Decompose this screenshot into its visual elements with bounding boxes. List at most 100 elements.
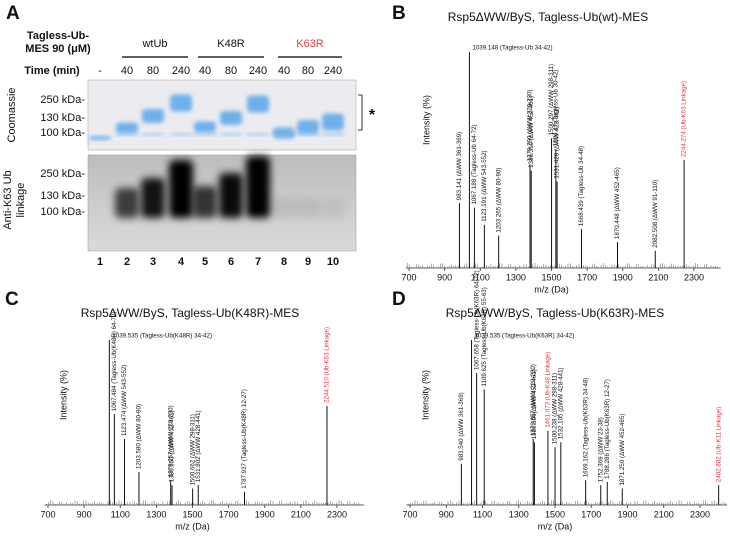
peak-label: 1532.105 (ΔWW 428-441) — [557, 367, 564, 439]
gel-band — [273, 133, 295, 136]
x-tick-label: 1500 — [182, 509, 202, 519]
group-label: K63R — [296, 38, 324, 50]
peak-label: 1109.625 (Tagless-Ub(K63R) 55-63) — [481, 287, 488, 386]
x-tick-label: 1700 — [577, 272, 597, 282]
gel-label: Coomassie — [6, 87, 18, 142]
x-tick-label: 1900 — [255, 509, 275, 519]
peak-label: 1461.073 (Ub-K48 Linkage) — [545, 352, 552, 428]
time-value: 80 — [147, 65, 159, 77]
peak-label: 1531.428 (ΔWW 428-441) — [554, 107, 561, 179]
gel-band — [116, 133, 138, 136]
x-tick-label: 2100 — [654, 509, 674, 519]
x-tick-label: 1900 — [613, 272, 633, 282]
panel-letter: B — [392, 3, 406, 24]
gel-band — [142, 133, 164, 136]
mw-marker: 250 kDa- — [40, 94, 85, 106]
x-tick-label: 700 — [402, 509, 417, 519]
peak-label: 1386.650 (ΔWW 452-461) — [169, 410, 176, 482]
x-tick-label: 2300 — [684, 272, 704, 282]
x-tick-label: 2100 — [291, 509, 311, 519]
x-tick-label: 2300 — [327, 509, 347, 519]
asterisk: * — [369, 107, 376, 124]
chart-title: Rsp5ΔWW/ByS, Tagless-Ub(K48R)-MES — [81, 306, 300, 320]
lane-number: 7 — [255, 256, 261, 268]
gel-band — [297, 133, 319, 136]
time-value: 40 — [278, 65, 290, 77]
mw-marker: 130 kDa- — [40, 190, 85, 202]
x-tick-label: 2100 — [648, 272, 668, 282]
x-tick-label: 900 — [439, 509, 454, 519]
lane-number: 10 — [327, 256, 339, 268]
peak-label: 2402.882 (Ub-K11 Linkage) — [715, 407, 722, 483]
group-label: wtUb — [141, 38, 167, 50]
blot-band — [321, 198, 345, 218]
gel-panel — [87, 56, 363, 252]
panel-letter: C — [5, 289, 19, 310]
gel-band — [116, 122, 138, 134]
blot-band — [141, 178, 165, 218]
peak-label: 1871.250 (ΔWW 452-465) — [619, 414, 626, 486]
bracket — [358, 94, 363, 131]
peak-label: 1067.484 (Tagless-Ub(K48R) 64-72) — [111, 312, 118, 412]
blot-band — [296, 198, 320, 218]
peak-label: 1531.802 (ΔWW 428-441) — [195, 410, 202, 482]
peak-label: 1039.148 (Tagless-Ub 34-42) — [472, 45, 552, 52]
time-value: 80 — [225, 65, 237, 77]
chart-title: Rsp5ΔWW/ByS, Tagless-Ub(K63R)-MES — [446, 306, 665, 320]
x-tick-label: 1300 — [506, 272, 526, 282]
x-tick-label: 2300 — [690, 509, 710, 519]
peak-label: 1379.290 (ΔWW 220-230) — [527, 89, 534, 161]
peak-label: 1669.162 (Tagless-Ub(K63R) 34-48) — [582, 378, 589, 478]
x-tick-label: 1100 — [471, 272, 490, 282]
time-value: 40 — [199, 65, 211, 77]
lane-number: 3 — [150, 256, 156, 268]
time-value: 40 — [121, 65, 133, 77]
time-value: - — [98, 65, 102, 77]
peak-label: 1379.857 (ΔWW 220-230) — [530, 364, 537, 436]
lane-number: 9 — [305, 256, 311, 268]
gel-band — [89, 136, 111, 140]
x-tick-label: 700 — [401, 272, 416, 282]
peak-label: 1386.310 (ΔWW 452-461) — [528, 96, 535, 168]
x-tick-label: 1100 — [473, 509, 492, 519]
gel-band — [170, 94, 192, 112]
x-axis-label: m/z (Da) — [538, 521, 573, 531]
peak-label: 1039.535 (Tagless-Ub(K63R) 34-42) — [475, 333, 575, 340]
peak-label: 1203.580 (ΔWW 80-90) — [136, 404, 143, 469]
peak-label: 1379.257 (ΔWW 220-230) — [167, 405, 174, 477]
gel-band — [170, 133, 192, 136]
peak-label: 1203.265 (ΔWW 80-90) — [495, 168, 502, 233]
peak-label: 1123.191 (ΔWW 543-552) — [481, 150, 488, 221]
peak-label: 1524.47 (Tagless-Ub 30-42) — [552, 69, 559, 146]
blot-band — [219, 173, 243, 218]
blot-band — [115, 188, 139, 218]
gel-band — [220, 111, 242, 125]
x-tick-label: 900 — [437, 272, 452, 282]
peak-label: 1870.448 (ΔWW 452-465) — [614, 167, 621, 239]
x-tick-label: 1500 — [541, 272, 561, 282]
x-tick-label: 900 — [77, 509, 92, 519]
lane-number: 1 — [97, 256, 103, 268]
peak-label: 1386.306(ΔWW 452-461) — [531, 369, 538, 439]
x-tick-label: 1100 — [111, 509, 130, 519]
peak-label: 1500.297 (ΔWW 298-311) — [548, 64, 555, 135]
peak-label: 1788.286 (Tagless-Ub(K63R) 12-27) — [604, 379, 611, 479]
panel-letter: A — [6, 3, 20, 24]
mw-marker: 100 kDa- — [40, 206, 85, 218]
mw-marker: 100 kDa- — [40, 127, 85, 139]
peak-label: 2082.508 (ΔWW 91-110) — [652, 180, 659, 248]
peak-label: 1787.937 (Tagless-Ub(K48R) 12-27) — [241, 389, 248, 489]
time-value: 80 — [302, 65, 314, 77]
peak-label: 983.540 (ΔWW 361-369) — [458, 392, 465, 460]
mw-marker: 250 kDa- — [40, 168, 85, 180]
x-axis-label: m/z (Da) — [175, 521, 210, 531]
peak-label: 983.141 (ΔWW 361-369) — [456, 132, 463, 200]
gel-band — [247, 95, 269, 113]
peak-label: 1752.369 (ΔWW 23-38) — [597, 417, 604, 482]
time-value: 240 — [324, 65, 342, 77]
blot-label: Anti-K63 Ub — [2, 170, 14, 229]
peak-label: 2244.274 (Ub-K63 Linkage) — [681, 81, 688, 157]
x-tick-label: 1300 — [509, 509, 529, 519]
peak-label: 1123.474 (ΔWW 543-552) — [121, 365, 128, 436]
gel-band — [194, 133, 216, 136]
